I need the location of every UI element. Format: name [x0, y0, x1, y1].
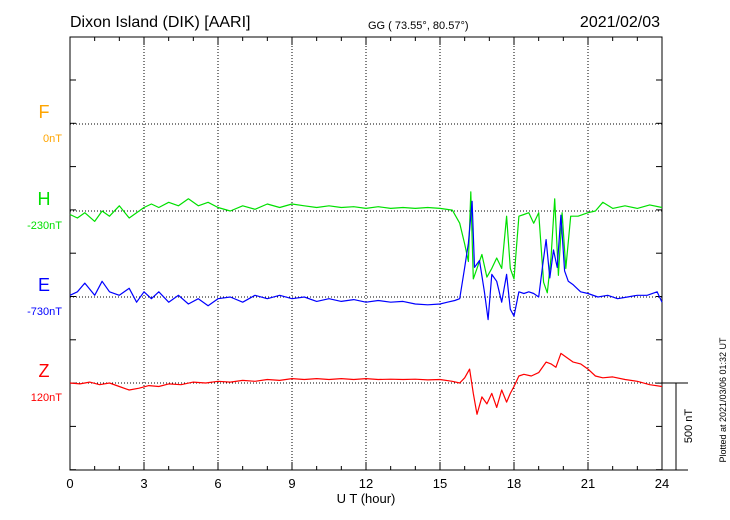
- series-baseline-h: -230nT: [27, 220, 62, 232]
- x-tick-label: 6: [214, 476, 221, 491]
- x-tick-label: 18: [507, 476, 521, 491]
- series-baseline-f: 0nT: [43, 133, 62, 145]
- trace-z: [69, 352, 663, 415]
- x-tick-label: 15: [433, 476, 447, 491]
- series-name-e: E: [38, 275, 50, 295]
- legend: F 0nT H -230nT E -730nT Z 120nT: [27, 102, 62, 404]
- x-tick-label: 3: [140, 476, 147, 491]
- x-tick-label: 21: [581, 476, 595, 491]
- plotted-at-note: Plotted at 2021/03/06 01:32 UT: [718, 337, 728, 463]
- grid: [70, 37, 662, 470]
- series-name-h: H: [38, 189, 51, 209]
- x-tick-label: 12: [359, 476, 373, 491]
- coordinates-label: GG ( 73.55°, 80.57°): [368, 20, 469, 32]
- axis-ticks: [69, 37, 663, 471]
- x-tick-label: 0: [66, 476, 73, 491]
- traces: [69, 191, 663, 415]
- station-title: Dixon Island (DIK) [AARI]: [70, 14, 251, 31]
- x-tick-label: 9: [288, 476, 295, 491]
- series-baseline-e: -730nT: [27, 306, 62, 318]
- x-axis-label: U T (hour): [337, 491, 396, 506]
- x-tick-labels: 0 3 6 9 12 15 18 21 24: [66, 476, 669, 491]
- trace-e: [69, 200, 663, 321]
- series-name-f: F: [39, 102, 50, 122]
- date-label: 2021/02/03: [580, 14, 660, 31]
- trace-h: [69, 191, 663, 294]
- scale-bar-label: 500 nT: [683, 409, 695, 444]
- x-tick-label: 24: [655, 476, 669, 491]
- series-name-z: Z: [39, 361, 50, 381]
- scale-bar: 500 nT: [662, 382, 695, 471]
- series-baseline-z: 120nT: [31, 392, 62, 404]
